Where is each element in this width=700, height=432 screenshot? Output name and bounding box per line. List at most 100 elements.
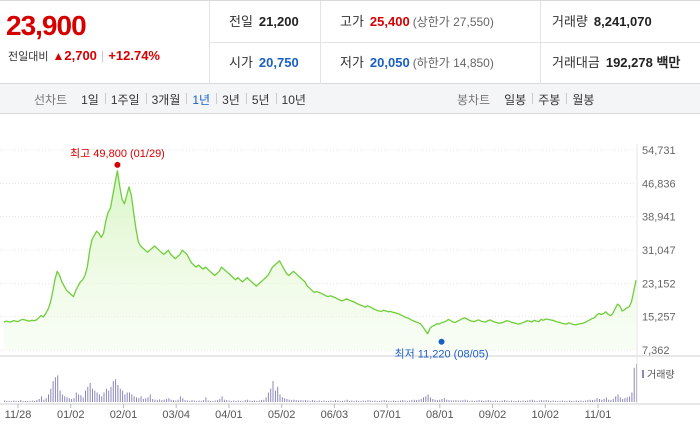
volume-bar [270,388,272,402]
volume-legend-label: 거래량 [647,369,675,381]
volume-bar [117,384,119,402]
period-3m[interactable]: 3개월 [145,91,187,108]
volume-bar [430,397,431,402]
volume-bar [450,400,452,402]
x-tick-label: 01/02 [57,409,85,421]
volume-bar [159,399,161,402]
period-3y[interactable]: 3년 [216,91,246,108]
candle-daily[interactable]: 일봉 [504,92,527,107]
volume-bar [578,400,580,402]
x-tick-label: 10/02 [532,409,560,421]
volume-bar [235,400,237,402]
line-chart-label: 선차트 [34,92,68,107]
volume-bar [402,400,404,402]
volume-bar [293,399,295,402]
x-tick-label: 06/03 [321,409,349,421]
volume-bar [13,400,15,402]
volume-bar [522,400,524,402]
volume-bar [161,400,163,402]
high-price: 고가 25,400 (상한가 27,550) [340,1,494,42]
volume-bar [17,400,19,402]
volume-bar [57,375,59,402]
volume-bar [328,400,330,402]
volume-bar [272,381,274,402]
volume-bar [228,400,230,402]
volume-bar [233,400,235,402]
volume-bar [112,381,114,402]
period-5y[interactable]: 5년 [245,91,276,108]
volume-bar [515,400,517,402]
volume-bar [529,400,531,402]
lower-limit: (하한가 14,850) [412,56,494,70]
volume-bar [136,397,137,402]
volume-bar [6,400,8,402]
low-label: 저가 [340,55,364,70]
volume-bar [147,397,149,402]
volume-bar [186,400,188,402]
annotations: 최고 49,800 (01/29) 최저 11,220 (08/05) [70,147,489,361]
volume-bar [256,400,258,402]
price-area-fill [4,170,636,350]
volume-bar [295,400,297,402]
volume-bar [573,400,575,402]
candle-weekly[interactable]: 주봉 [532,91,566,108]
price-chart: 거래량 54,731 46,836 38,941 31,047 23,152 15,257… [0,114,700,432]
candle-monthly[interactable]: 월봉 [566,91,600,108]
volume-bar [214,400,216,402]
volume-bar [619,397,621,402]
volume-bar [571,400,573,402]
volume-bar [43,399,45,402]
volume-bar [497,400,499,402]
volume-value: 8,241,070 [593,14,652,29]
volume-bar [617,394,619,402]
low-price: 저가 20,050 (하한가 14,850) [340,42,494,83]
volume-bar [344,400,346,402]
volume-bar [261,400,262,402]
volume-bar [115,379,117,402]
volume-bar [103,392,105,402]
volume-bar [85,390,86,402]
x-tick-label: 11/01 [585,409,612,421]
volume-bar [538,400,540,402]
change-separator: | [100,48,105,63]
volume-bar [369,400,371,402]
volume-bar [543,400,545,402]
volume-bar [480,400,482,402]
volume-bar [506,400,508,402]
volume-bar [101,396,103,402]
volume-bar [50,388,52,402]
volume-bar [420,399,422,402]
volume-bar [626,397,628,402]
volume-bar [240,400,242,402]
volume-bar [534,400,536,402]
max-point-marker [114,161,121,168]
divider [210,42,700,43]
volume-bar [612,399,614,402]
period-1d[interactable]: 1일 [81,92,99,107]
volume-bar [254,400,255,402]
volume-bar [439,399,441,402]
volume-bar [305,400,306,402]
volume-bar [66,397,68,402]
trade-amount: 거래대금 192,278 백만 [552,42,680,83]
volume-bar [550,400,552,402]
period-1y[interactable]: 1년 [186,91,216,108]
volume-bar [469,400,471,402]
volume-bar [362,400,364,402]
volume-bar [154,399,156,402]
volume-bar [386,400,387,402]
volume-bar [191,400,193,402]
volume-bar [462,400,464,402]
volume-bar [383,400,385,402]
volume-bar [390,400,392,402]
period-1w[interactable]: 1주일 [104,91,146,108]
y-tick-label: 15,257 [642,312,676,324]
volume-bar [145,398,147,402]
x-tick-label: 11/28 [5,409,32,421]
volume-bar [179,396,181,402]
volume-bar [471,400,473,402]
period-10y[interactable]: 10년 [275,91,312,108]
volume-bar [89,383,91,402]
volume-bar [351,400,353,402]
volume-bar [217,400,218,402]
